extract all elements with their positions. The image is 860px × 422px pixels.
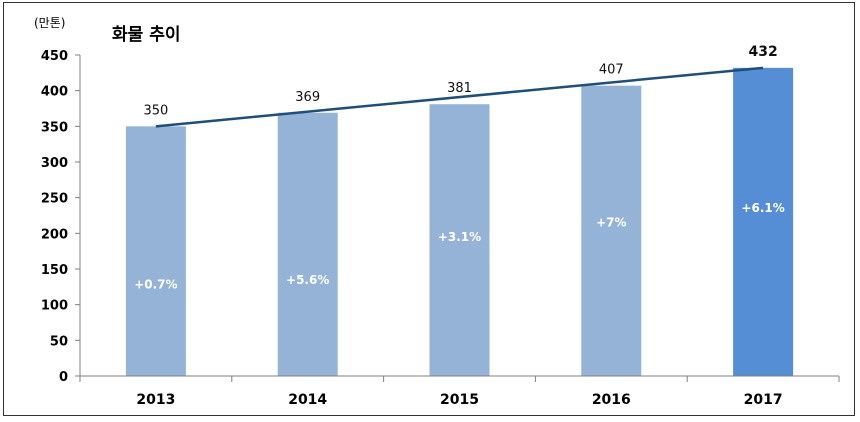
bar-2017 <box>733 67 794 376</box>
y-tick-label: 100 <box>41 299 68 314</box>
x-tick-label: 2016 <box>592 392 631 408</box>
y-tick-label: 350 <box>41 120 68 135</box>
value-label: 407 <box>599 63 624 78</box>
y-tick-label: 400 <box>41 85 68 100</box>
growth-label: +6.1% <box>741 201 784 215</box>
growth-label: +5.6% <box>286 273 329 287</box>
y-tick-label: 0 <box>59 370 68 385</box>
y-tick-label: 150 <box>41 263 68 278</box>
growth-label: +0.7% <box>134 278 177 292</box>
chart-frame: (만톤) 화물 추이 0 50 100 150 200 250 300 350 400 450 2… <box>3 2 855 416</box>
y-tick-label: 300 <box>41 156 68 171</box>
y-axis: 0 50 100 150 200 250 300 350 400 450 <box>41 49 81 385</box>
bar-2016 <box>581 85 642 376</box>
x-tick-label: 2017 <box>744 392 783 408</box>
bar-2014 <box>277 112 338 376</box>
y-tick-label: 200 <box>41 227 68 242</box>
trend-line-group <box>155 66 764 128</box>
y-tick-label: 50 <box>50 334 68 349</box>
x-tick-label: 2014 <box>288 392 327 408</box>
x-tick-label: 2013 <box>136 392 175 408</box>
bar-2015 <box>429 104 490 376</box>
x-axis: 2013 2014 2015 2016 2017 <box>79 375 840 408</box>
growth-label: +7% <box>596 215 626 229</box>
value-label: 381 <box>447 81 472 96</box>
freight-trend-chart: (만톤) 화물 추이 0 50 100 150 200 250 300 350 400 450 2… <box>34 16 840 408</box>
bar-2013 <box>125 126 186 376</box>
value-label: 369 <box>295 90 320 105</box>
bars <box>125 67 794 376</box>
y-axis-unit-label: (만톤) <box>34 16 65 30</box>
value-labels: +0.7% 350 +5.6% 369 +3.1% 381 +7% 407 +6.1% 432 <box>134 44 785 292</box>
value-label: 350 <box>143 103 168 118</box>
y-tick-label: 450 <box>41 49 68 64</box>
trend-line <box>155 66 764 128</box>
y-tick-label: 250 <box>41 192 68 207</box>
x-tick-label: 2015 <box>440 392 479 408</box>
chart-title: 화물 추이 <box>112 25 180 45</box>
value-label: 432 <box>748 44 777 60</box>
growth-label: +3.1% <box>438 230 481 244</box>
